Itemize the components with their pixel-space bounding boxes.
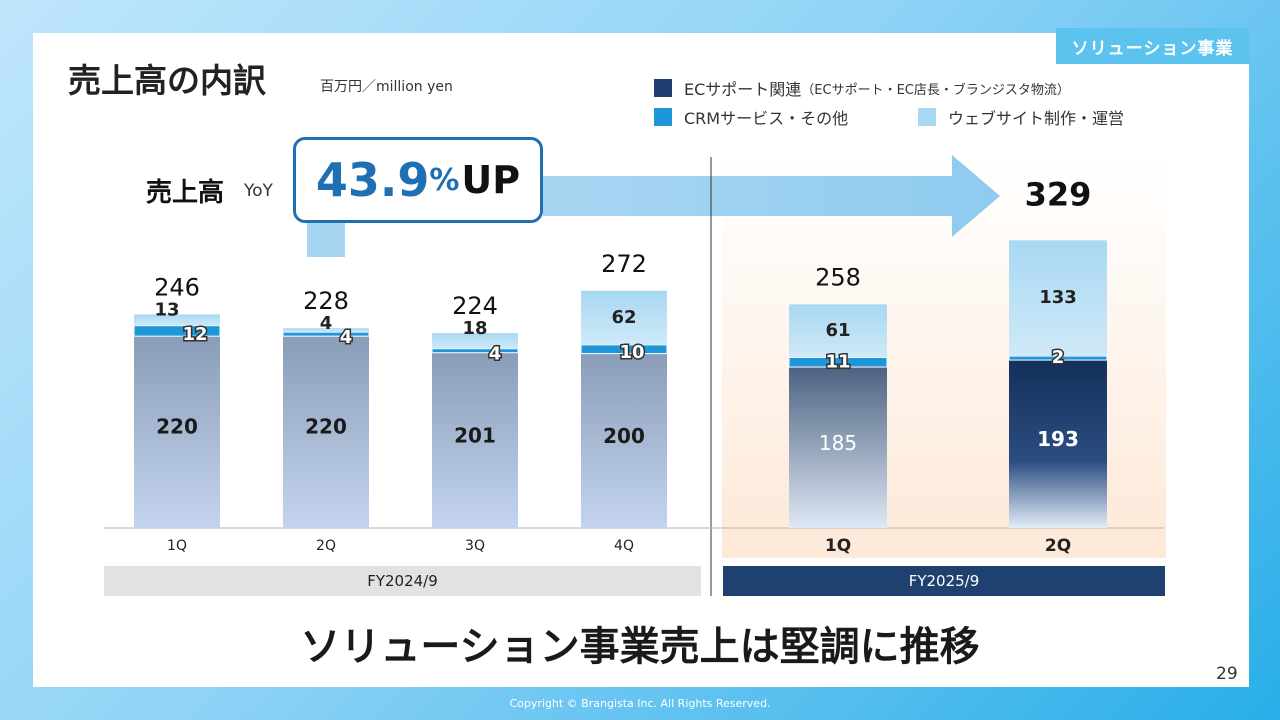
bar-ec-3 (432, 352, 518, 528)
yoy-sales-label: 売上高 (146, 178, 225, 208)
label-web-6: 133 (1039, 287, 1077, 308)
label-crm-4: 10 (619, 342, 644, 363)
label-ec-5: 185 (819, 431, 857, 455)
bar-ec-4 (581, 353, 667, 528)
page-title: 売上高の内訳 (68, 61, 266, 100)
bar-ec-6 (1009, 360, 1107, 528)
label-web-5: 61 (825, 320, 850, 341)
legend-item-web: ウェブサイト制作・運営 (918, 105, 1124, 129)
legend-item-crm: CRMサービス・その他 (654, 105, 848, 129)
bar-ec-1 (134, 336, 220, 528)
bar-ec-2 (283, 336, 369, 528)
x-tick-1: 1Q (167, 538, 187, 554)
label-crm-5: 11 (825, 351, 850, 372)
bar-crm-1 (133, 325, 221, 337)
label-web-4: 62 (611, 307, 636, 328)
legend-label-ec: ECサポート関連 (684, 80, 802, 99)
fy2025-label-bar: FY2025/9 (723, 566, 1165, 596)
label-total-5: 258 (815, 263, 861, 291)
bar-group: 22012132461Q220442282Q2014182243Q2001062… (133, 175, 1108, 556)
legend-sub-ec: （ECサポート・EC店長・ブランジスタ物流） (801, 82, 1070, 98)
page-number: 29 (1216, 664, 1238, 684)
x-tick-3: 3Q (465, 538, 485, 554)
unit-label: 百万円／million yen (320, 79, 453, 95)
yoy-small-label: YoY (244, 181, 273, 201)
bar-web-4 (581, 290, 667, 345)
label-ec-6: 193 (1037, 427, 1079, 451)
label-web-1: 13 (154, 299, 179, 320)
label-crm-6: 2 (1052, 347, 1065, 368)
yoy-value: 43.9 (315, 153, 430, 207)
label-total-1: 246 (154, 273, 200, 301)
label-web-2: 4 (320, 313, 333, 334)
legend-swatch-web (918, 108, 936, 126)
copyright: Copyright © Brangista Inc. All Rights Re… (509, 697, 771, 710)
label-ec-2: 220 (305, 415, 347, 439)
x-tick-5: 1Q (825, 536, 851, 556)
label-crm-3: 4 (489, 344, 502, 365)
yoy-callout: 43.9 % UP (293, 137, 543, 223)
x-tick-4: 4Q (614, 538, 634, 554)
fy2024-label-bar: FY2024/9 (104, 566, 701, 596)
label-ec-1: 220 (156, 415, 198, 439)
bar-web-6 (1009, 240, 1107, 357)
yoy-percent: % (429, 162, 460, 198)
legend-swatch-crm (654, 108, 672, 126)
legend-label-crm: CRMサービス・その他 (684, 109, 849, 128)
growth-arrow (543, 155, 1000, 237)
bar-web-5 (789, 304, 887, 358)
section-tag: ソリューション事業 (1056, 28, 1249, 64)
legend-swatch-ec (654, 79, 672, 97)
legend-label-web: ウェブサイト制作・運営 (948, 109, 1125, 128)
label-crm-2: 4 (340, 327, 353, 348)
bar-web-2 (283, 328, 369, 333)
label-total-3: 224 (452, 292, 498, 320)
label-web-3: 18 (462, 318, 487, 339)
label-total-2: 228 (303, 287, 349, 315)
label-total-6: 329 (1025, 175, 1092, 213)
bar-web-1 (134, 314, 220, 326)
legend-item-ec: ECサポート関連 （ECサポート・EC店長・ブランジスタ物流） (654, 76, 1070, 100)
bar-web-3 (432, 333, 518, 349)
x-tick-2: 2Q (316, 538, 336, 554)
bar-ec-5 (789, 367, 887, 528)
bar-crm-3 (431, 348, 519, 354)
yoy-up: UP (461, 158, 521, 202)
label-ec-4: 200 (603, 424, 645, 448)
headline: ソリューション事業売上は堅調に推移 (300, 624, 980, 670)
label-crm-1: 12 (182, 324, 207, 345)
x-tick-6: 2Q (1045, 536, 1071, 556)
label-total-4: 272 (601, 250, 647, 278)
label-ec-3: 201 (454, 423, 496, 447)
